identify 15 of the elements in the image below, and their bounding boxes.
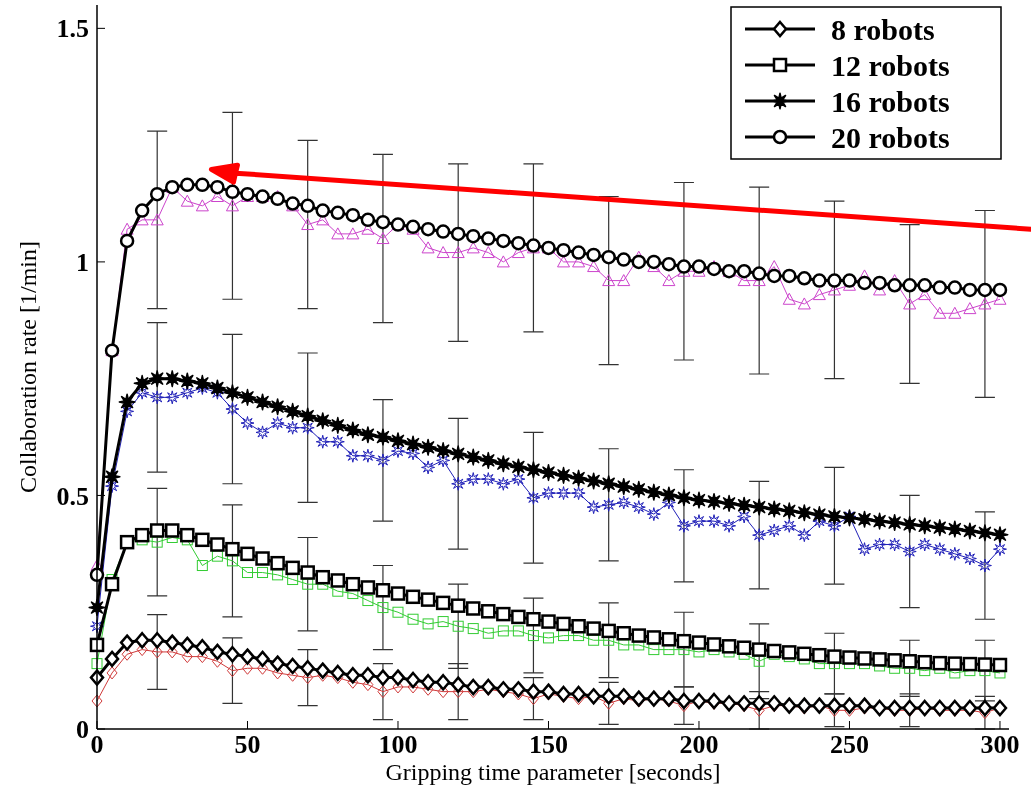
x-tick-label: 300 bbox=[980, 730, 1020, 759]
y-tick-label: 1.5 bbox=[56, 14, 89, 44]
legend-label: 12 robots bbox=[831, 48, 950, 82]
legend-label: 8 robots bbox=[831, 12, 935, 46]
y-axis-title: Collaboration rate [1/min] bbox=[15, 241, 41, 493]
x-tick-label: 200 bbox=[679, 730, 719, 759]
legend-label: 16 robots bbox=[831, 84, 950, 118]
legend-label: 20 robots bbox=[831, 120, 950, 154]
x-tick-label: 100 bbox=[378, 730, 418, 759]
x-tick-label: 50 bbox=[234, 730, 261, 759]
x-tick-label: 250 bbox=[829, 730, 869, 759]
x-axis-title: Gripping time parameter [seconds] bbox=[385, 759, 721, 785]
y-tick-label: 0.5 bbox=[56, 481, 89, 511]
y-tick-label: 1 bbox=[76, 248, 89, 277]
x-tick-label: 150 bbox=[528, 730, 568, 759]
